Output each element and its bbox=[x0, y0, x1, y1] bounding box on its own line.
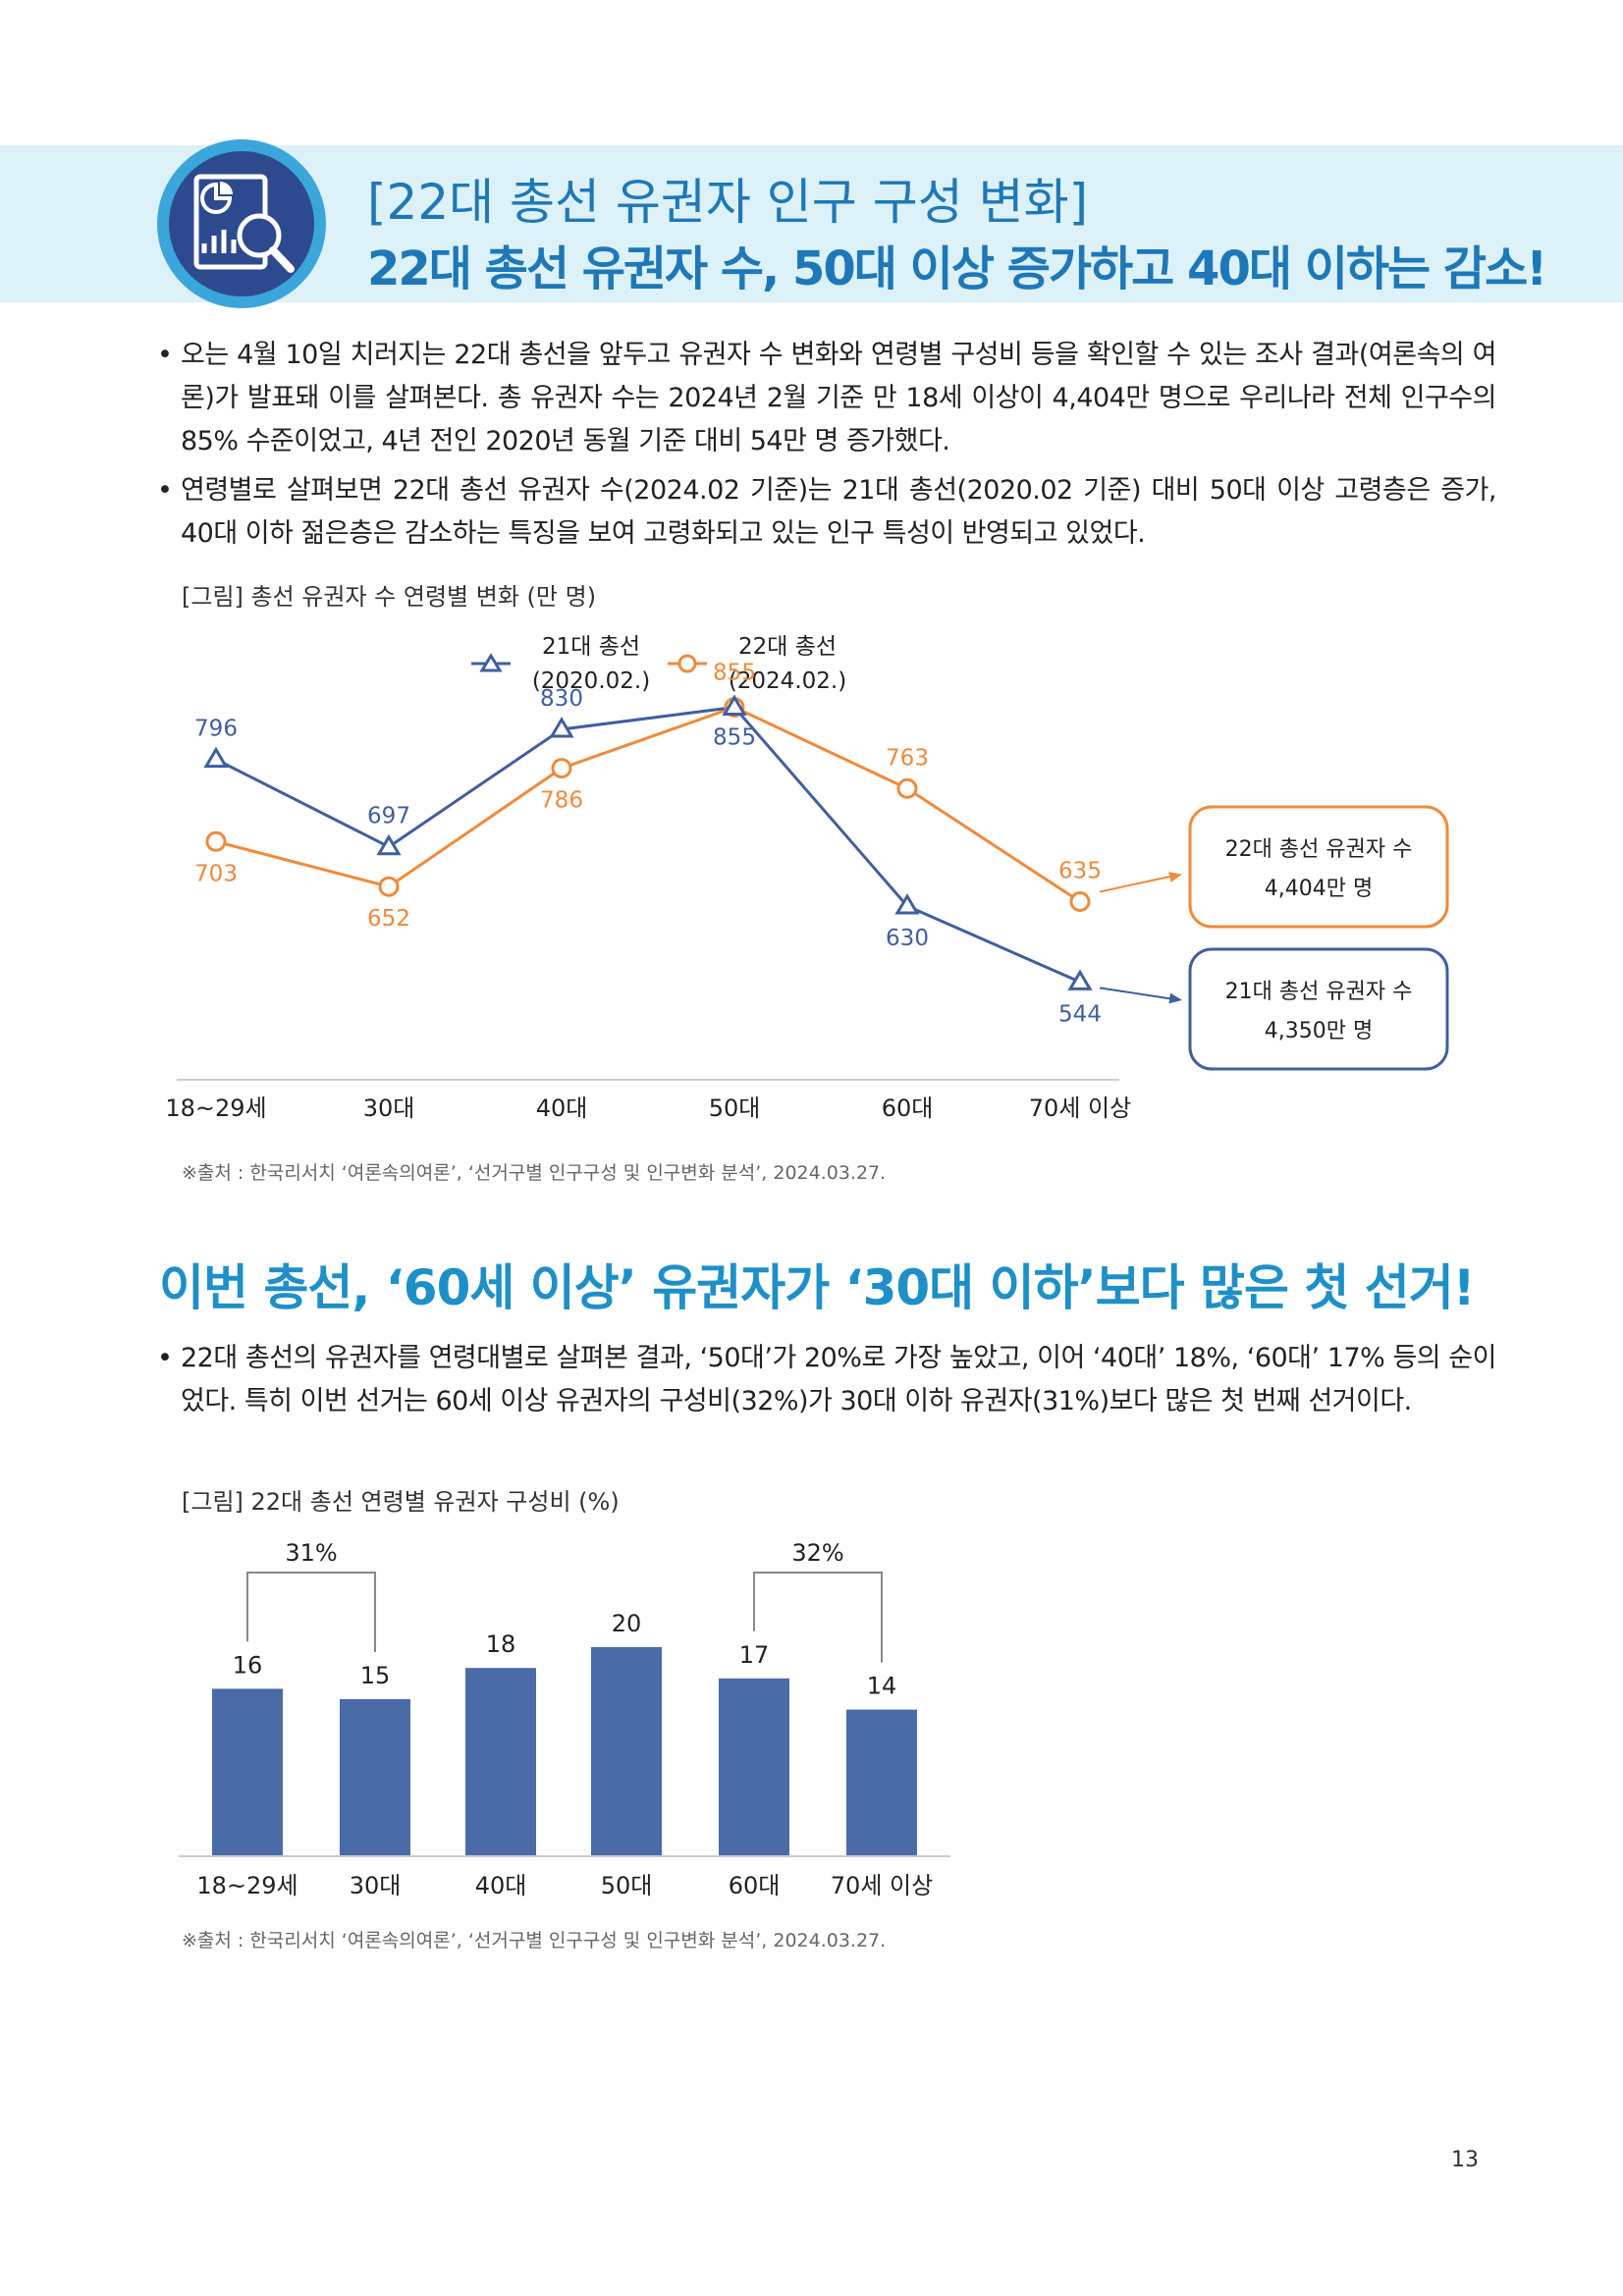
x-tick-label: 50대 bbox=[601, 1872, 653, 1899]
data-point-21 bbox=[1067, 969, 1093, 990]
legend-label: 21대 총선 bbox=[542, 634, 640, 660]
bracket-label: 31% bbox=[285, 1539, 337, 1567]
bracket: 31% bbox=[246, 1539, 376, 1652]
paragraph-text: 22대 총선의 유권자를 연령대별로 살펴본 결과, ‘50대’가 20%로 가… bbox=[181, 1343, 1497, 1416]
data-label-21: 544 bbox=[1058, 1001, 1102, 1027]
data-label-21: 697 bbox=[367, 804, 410, 829]
data-point-22 bbox=[551, 758, 572, 779]
paragraph-text: 오는 4월 10일 치러지는 22대 총선을 앞두고 유권자 수 변화와 연령별… bbox=[181, 340, 1497, 456]
x-tick-label: 50대 bbox=[709, 1095, 761, 1122]
bracket: 32% bbox=[753, 1539, 883, 1663]
data-label-22: 763 bbox=[886, 745, 929, 771]
source-note-1: ※출처 : 한국리서치 ‘여론속의여론’, ‘선거구별 인구구성 및 인구변화 … bbox=[182, 1162, 887, 1184]
x-tick-label: 70세 이상 bbox=[831, 1872, 933, 1899]
callout-box bbox=[1188, 805, 1449, 929]
page-number: 13 bbox=[1451, 2148, 1479, 2172]
x-tick-label: 70세 이상 bbox=[1029, 1095, 1131, 1122]
section-title: 이번 총선, ‘60세 이상’ 유권자가 ‘30대 이하’보다 많은 첫 선거! bbox=[159, 1259, 1476, 1316]
legend-item: 21대 총선 (2020.02.) bbox=[471, 634, 650, 694]
callout-arrow-line bbox=[1099, 987, 1175, 1000]
bar-value-label: 14 bbox=[867, 1673, 897, 1700]
bar bbox=[719, 1678, 789, 1855]
data-label-22: 703 bbox=[194, 861, 238, 886]
legend-label: (2024.02.) bbox=[729, 668, 846, 694]
figure-caption-1: [그림] 총선 유권자 수 연령별 변화 (만 명) bbox=[182, 583, 597, 611]
figure-caption-2: [그림] 22대 총선 연령별 유권자 구성비 (%) bbox=[182, 1488, 620, 1516]
header-title-line2: 22대 총선 유권자 수, 50대 이상 증가하고 40대 이하는 감소! bbox=[367, 241, 1547, 296]
bracket-label: 32% bbox=[791, 1539, 843, 1567]
data-point-21 bbox=[203, 746, 229, 769]
x-tick-label: 60대 bbox=[882, 1095, 934, 1122]
callout-22: 22대 총선 유권자 수 4,404만 명 bbox=[1099, 805, 1449, 929]
data-label-22: 652 bbox=[367, 906, 410, 932]
bar-value-label: 18 bbox=[486, 1630, 516, 1658]
data-label-21: 855 bbox=[713, 725, 756, 751]
legend-circle-marker bbox=[677, 654, 697, 673]
bracket-line bbox=[246, 1572, 376, 1652]
data-label-21: 630 bbox=[886, 926, 929, 951]
data-point-21 bbox=[722, 694, 747, 716]
bar-value-label: 20 bbox=[612, 1610, 642, 1637]
data-label-22: 855 bbox=[713, 661, 756, 686]
data-point-22 bbox=[205, 830, 227, 852]
bullet-icon: • bbox=[157, 340, 173, 370]
bar-value-label: 15 bbox=[360, 1662, 391, 1689]
x-tick-label: 40대 bbox=[536, 1095, 588, 1122]
data-label-21: 796 bbox=[194, 717, 238, 742]
chart-magnifier-icon bbox=[157, 139, 326, 308]
x-tick-label: 40대 bbox=[475, 1872, 527, 1899]
paragraph-text: 연령별로 살펴보면 22대 총선 유권자 수(2024.02 기준)는 21대 … bbox=[181, 475, 1497, 549]
bar-value-label: 16 bbox=[233, 1651, 263, 1679]
callout-arrow-head bbox=[1168, 992, 1182, 1004]
callout-text: 4,350만 명 bbox=[1265, 1019, 1373, 1043]
bar bbox=[846, 1709, 917, 1855]
callout-text: 4,404만 명 bbox=[1265, 877, 1373, 901]
x-tick-label: 18~29세 bbox=[196, 1872, 298, 1899]
data-point-21 bbox=[894, 893, 920, 915]
bar bbox=[340, 1699, 410, 1855]
bullet-paragraph-2: • 연령별로 살펴보면 22대 총선 유권자 수(2024.02 기준)는 21… bbox=[157, 469, 1497, 556]
bar-chart: 16 18~29세 15 30대 18 40대 20 50대 17 60대 14 70세 이상 31% 3… bbox=[179, 1539, 950, 1899]
line-chart: 18~29세 30대 40대 50대 60대 70세 이상 21대 총선 (2020.02.)… bbox=[165, 634, 1449, 1122]
legend-item: 22대 총선 (2024.02.) bbox=[668, 634, 846, 694]
bullet-icon: • bbox=[157, 475, 173, 506]
bar bbox=[465, 1668, 536, 1855]
callout-text: 21대 총선 유권자 수 bbox=[1225, 980, 1413, 1004]
bullet-paragraph-3: • 22대 총선의 유권자를 연령대별로 살펴본 결과, ‘50대’가 20%로… bbox=[157, 1337, 1497, 1423]
source-note-2: ※출처 : 한국리서치 ‘여론속의여론’, ‘선거구별 인구구성 및 인구변화 … bbox=[182, 1930, 887, 1951]
bar bbox=[591, 1647, 662, 1855]
x-tick-label: 18~29세 bbox=[165, 1095, 266, 1122]
data-label-21: 830 bbox=[540, 686, 583, 712]
data-point-22 bbox=[378, 876, 400, 897]
x-tick-label: 30대 bbox=[363, 1095, 415, 1122]
data-point-21 bbox=[376, 833, 402, 856]
callout-text: 22대 총선 유권자 수 bbox=[1225, 837, 1413, 862]
callout-arrow-line bbox=[1099, 875, 1175, 893]
bullet-paragraph-1: • 오는 4월 10일 치러지는 22대 총선을 앞두고 유권자 수 변화와 연… bbox=[157, 334, 1497, 463]
header-title-line1: [22대 총선 유권자 인구 구성 변화] bbox=[367, 174, 1089, 231]
data-point-22 bbox=[1069, 891, 1091, 912]
callout-arrow-head bbox=[1168, 872, 1182, 882]
data-label-22: 635 bbox=[1058, 859, 1102, 884]
series-line-21 bbox=[215, 705, 1081, 984]
bar-value-label: 17 bbox=[739, 1641, 770, 1669]
bar bbox=[212, 1688, 283, 1855]
callout-box bbox=[1188, 947, 1449, 1071]
data-label-22: 786 bbox=[540, 788, 583, 814]
x-tick-label: 30대 bbox=[350, 1872, 402, 1899]
legend-label: 22대 총선 bbox=[738, 634, 837, 660]
bracket-line bbox=[753, 1572, 883, 1663]
data-point-21 bbox=[549, 717, 574, 738]
legend-triangle-marker bbox=[479, 653, 503, 672]
bullet-icon: • bbox=[157, 1343, 173, 1373]
series-line-22 bbox=[215, 705, 1081, 903]
callout-21: 21대 총선 유권자 수 4,350만 명 bbox=[1099, 947, 1449, 1071]
data-point-22 bbox=[896, 777, 918, 799]
legend-label: (2020.02.) bbox=[532, 668, 650, 694]
x-tick-label: 60대 bbox=[729, 1872, 781, 1899]
